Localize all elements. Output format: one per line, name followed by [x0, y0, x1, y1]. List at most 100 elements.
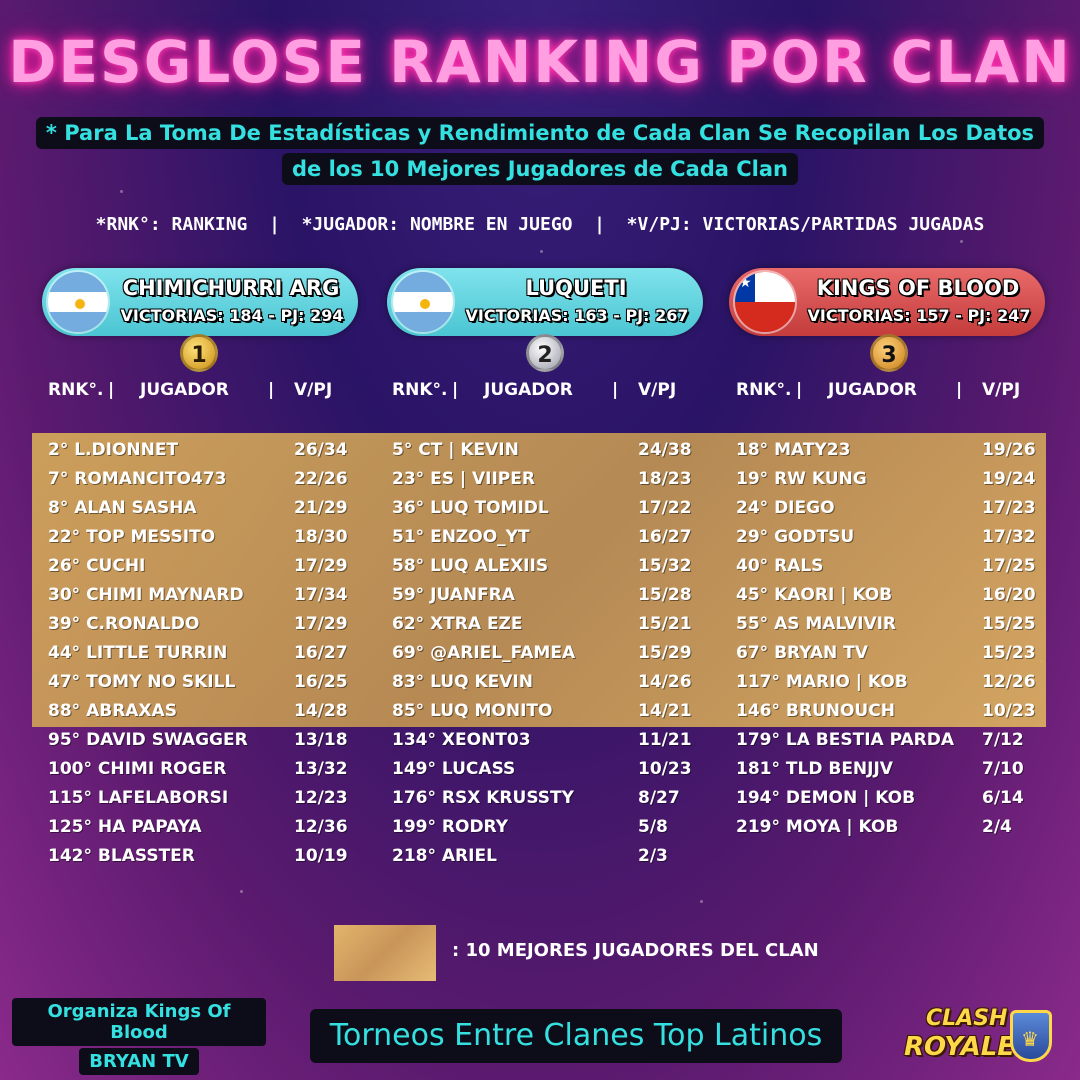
player-row: 18° MATY23 19/26: [736, 437, 1036, 466]
player-row: 30° CHIMI MAYNARD 17/34: [48, 582, 348, 611]
player-vpj: 15/23: [982, 643, 1036, 663]
clash-royale-logo: CLASH ROYALE ♛: [900, 1002, 1060, 1068]
player-rank-name: 58° LUQ ALEXIIS: [392, 556, 549, 576]
player-rank-name: 18° MATY23: [736, 440, 851, 460]
player-vpj: 17/32: [982, 527, 1036, 547]
column-header-clan-3: RNK°. | JUGADOR | V/PJ: [736, 380, 1036, 404]
player-rank-name: 100° CHIMI ROGER: [48, 759, 227, 779]
header-separator: |: [956, 380, 963, 400]
player-vpj: 5/8: [638, 817, 668, 837]
player-vpj: 18/23: [638, 469, 692, 489]
player-row: 5° CT | KEVIN 24/38: [392, 437, 692, 466]
sparkle: [240, 890, 243, 893]
highlight-key-label: : 10 MEJORES JUGADORES DEL CLAN: [452, 940, 819, 961]
chile-flag-icon: ★: [733, 270, 797, 334]
player-rank-name: 134° XEONT03: [392, 730, 531, 750]
player-row: 40° RALS 17/25: [736, 553, 1036, 582]
vpj-header: V/PJ: [638, 380, 677, 400]
player-row: 125° HA PAPAYA 12/36: [48, 814, 348, 843]
vpj-header: V/PJ: [982, 380, 1021, 400]
player-vpj: 17/25: [982, 556, 1036, 576]
page-title: DESGLOSE RANKING POR CLAN: [8, 28, 1072, 96]
player-vpj: 18/30: [294, 527, 348, 547]
player-row: 194° DEMON | KOB 6/14: [736, 785, 1036, 814]
crown-shield-icon: ♛: [1010, 1010, 1052, 1062]
player-rank-name: 199° RODRY: [392, 817, 509, 837]
player-vpj: 17/23: [982, 498, 1036, 518]
clan-stats: VICTORIAS: 184 - PJ: 294: [120, 306, 344, 325]
player-row: 134° XEONT03 11/21: [392, 727, 692, 756]
player-vpj: 21/29: [294, 498, 348, 518]
note-line-2: de los 10 Mejores Jugadores de Cada Clan: [0, 153, 1080, 185]
player-vpj: 2/3: [638, 846, 668, 866]
player-rank-name: 59° JUANFRA: [392, 585, 515, 605]
player-rank-name: 181° TLD BENJJV: [736, 759, 893, 779]
player-rank-name: 40° RALS: [736, 556, 824, 576]
player-row: 55° AS MALVIVIR 15/25: [736, 611, 1036, 640]
top-10-highlight: [32, 433, 1046, 727]
player-row: 8° ALAN SASHA 21/29: [48, 495, 348, 524]
player-vpj: 17/29: [294, 614, 348, 634]
clan-stats: VICTORIAS: 163 - PJ: 267: [465, 306, 689, 325]
player-rank-name: 7° ROMANCITO473: [48, 469, 227, 489]
player-rank-name: 26° CUCHI: [48, 556, 146, 576]
player-vpj: 7/10: [982, 759, 1024, 779]
player-vpj: 16/27: [294, 643, 348, 663]
player-row: 83° LUQ KEVIN 14/26: [392, 669, 692, 698]
abbreviation-legend: *RNK°: RANKING | *JUGADOR: NOMBRE EN JUE…: [95, 214, 985, 235]
player-row: 95° DAVID SWAGGER 13/18: [48, 727, 348, 756]
player-row: 179° LA BESTIA PARDA 7/12: [736, 727, 1036, 756]
player-rank-name: 29° GODTSU: [736, 527, 855, 547]
player-row: 19° RW KUNG 19/24: [736, 466, 1036, 495]
header-separator: |: [452, 380, 459, 400]
player-vpj: 19/26: [982, 440, 1036, 460]
clan-name: KINGS OF BLOOD: [816, 276, 1020, 300]
player-header: JUGADOR: [828, 380, 917, 400]
player-rank-name: 218° ARIEL: [392, 846, 497, 866]
player-vpj: 6/14: [982, 788, 1024, 808]
player-vpj: 10/19: [294, 846, 348, 866]
player-vpj: 10/23: [982, 701, 1036, 721]
player-row: 39° C.RONALDO 17/29: [48, 611, 348, 640]
player-vpj: 26/34: [294, 440, 348, 460]
player-row: 36° LUQ TOMIDL 17/22: [392, 495, 692, 524]
rank-header: RNK°.: [392, 380, 448, 400]
clan-stats: VICTORIAS: 157 - PJ: 247: [807, 306, 1031, 325]
player-rank-name: 67° BRYAN TV: [736, 643, 868, 663]
sparkle: [540, 250, 543, 253]
player-row: 7° ROMANCITO473 22/26: [48, 466, 348, 495]
player-vpj: 16/25: [294, 672, 348, 692]
header-separator: |: [268, 380, 275, 400]
sparkle: [960, 240, 963, 243]
player-row: 69° @ARIEL_FAMEA 15/29: [392, 640, 692, 669]
organizer-line-2: BRYAN TV: [79, 1048, 199, 1075]
player-vpj: 15/21: [638, 614, 692, 634]
player-row: 22° TOP MESSITO 18/30: [48, 524, 348, 553]
player-row: 88° ABRAXAS 14/28: [48, 698, 348, 727]
player-row: 29° GODTSU 17/32: [736, 524, 1036, 553]
player-row: 146° BRUNOUCH 10/23: [736, 698, 1036, 727]
player-rank-name: 55° AS MALVIVIR: [736, 614, 897, 634]
player-row: 24° DIEGO 17/23: [736, 495, 1036, 524]
player-rank-name: 179° LA BESTIA PARDA: [736, 730, 955, 750]
player-vpj: 14/28: [294, 701, 348, 721]
player-rank-name: 176° RSX KRUSSTY: [392, 788, 574, 808]
player-vpj: 17/34: [294, 585, 348, 605]
player-rank-name: 146° BRUNOUCH: [736, 701, 895, 721]
player-row: 149° LUCASS 10/23: [392, 756, 692, 785]
player-rank-name: 19° RW KUNG: [736, 469, 867, 489]
player-row: 44° LITTLE TURRIN 16/27: [48, 640, 348, 669]
player-header: JUGADOR: [140, 380, 229, 400]
rank-header: RNK°.: [736, 380, 792, 400]
player-row: 115° LAFELABORSI 12/23: [48, 785, 348, 814]
player-rank-name: 117° MARIO | KOB: [736, 672, 908, 692]
player-row: 26° CUCHI 17/29: [48, 553, 348, 582]
player-vpj: 13/18: [294, 730, 348, 750]
player-rank-name: 194° DEMON | KOB: [736, 788, 916, 808]
player-header: JUGADOR: [484, 380, 573, 400]
player-rank-name: 24° DIEGO: [736, 498, 835, 518]
player-row: 181° TLD BENJJV 7/10: [736, 756, 1036, 785]
player-vpj: 15/28: [638, 585, 692, 605]
player-rank-name: 69° @ARIEL_FAMEA: [392, 643, 576, 663]
player-vpj: 12/23: [294, 788, 348, 808]
